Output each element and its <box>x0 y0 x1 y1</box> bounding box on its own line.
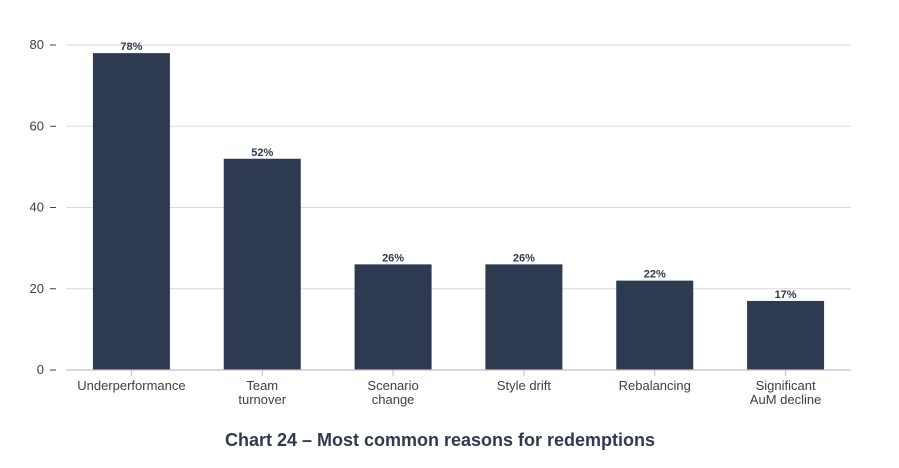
bar <box>616 280 694 370</box>
x-tick-label: Rebalancing <box>619 378 691 393</box>
y-tick-label: 0 <box>37 362 44 377</box>
y-tick-label: 60 <box>30 118 44 133</box>
bar <box>354 264 432 370</box>
bar <box>92 53 170 370</box>
x-tick-label: Style drift <box>497 378 552 393</box>
chart-title: Chart 24 – Most common reasons for redem… <box>224 430 656 450</box>
data-label: 78% <box>120 41 142 53</box>
data-label: 26% <box>513 252 535 264</box>
x-tick-label-line: Underperformance <box>77 378 185 393</box>
x-tick-label-line: Significant <box>756 378 816 393</box>
x-tick-label-line: Style drift <box>497 378 552 393</box>
y-tick-label: 80 <box>30 37 44 52</box>
y-tick-label: 40 <box>30 200 44 215</box>
y-tick-label: 20 <box>30 281 44 296</box>
axes: 0 20 40 60 80 Underperformance Team turnover Sce… <box>30 37 851 407</box>
data-label: 22% <box>644 269 666 281</box>
x-tick-label-line: AuM decline <box>750 392 822 407</box>
x-tick-label: Scenario change <box>367 378 418 407</box>
data-label: 17% <box>775 289 797 301</box>
x-tick-label-line: Team <box>246 378 278 393</box>
x-tick-label-line: change <box>372 392 415 407</box>
x-tick-label-line: turnover <box>238 392 286 407</box>
bar <box>747 300 825 370</box>
x-tick-label-line: Rebalancing <box>619 378 691 393</box>
bar <box>223 158 301 370</box>
x-tick-label-line: Scenario <box>367 378 418 393</box>
data-label: 26% <box>382 252 404 264</box>
x-tick-label: Underperformance <box>77 378 185 393</box>
data-labels: 78% 52% 26% 26% 22% 17% <box>120 41 796 301</box>
data-label: 52% <box>251 147 273 159</box>
x-tick-label: Team turnover <box>238 378 286 407</box>
gridlines <box>66 44 851 290</box>
bar <box>485 264 563 370</box>
bars <box>92 53 825 370</box>
x-tick-label: Significant AuM decline <box>750 378 822 407</box>
